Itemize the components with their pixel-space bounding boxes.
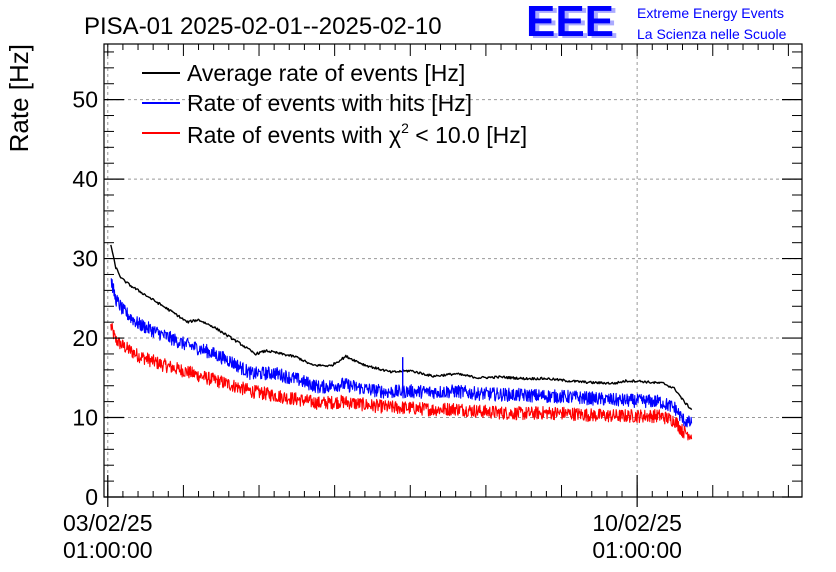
x-tick-label-time: 01:00:00: [63, 537, 153, 563]
y-tick-label: 40: [72, 166, 98, 192]
minor-ticks: [104, 44, 802, 497]
x-tick-label-date: 10/02/25: [592, 510, 682, 536]
y-tick-label: 0: [85, 484, 98, 510]
brand-line-1: Extreme Energy Events: [637, 5, 784, 21]
legend-label-hits: Rate of events with hits [Hz]: [187, 90, 472, 116]
y-tick-label: 30: [72, 246, 98, 272]
eee-logo-text: EEE: [526, 0, 614, 46]
legend-chi2-sup: 2: [401, 120, 409, 136]
legend: Average rate of events [Hz] Rate of even…: [142, 60, 527, 148]
x-tick-label-time: 01:00:00: [592, 537, 682, 563]
y-axis-ticks: 0 10 20 30 40 50: [72, 87, 802, 510]
y-tick-label: 20: [72, 325, 98, 351]
brand-line-2: La Scienza nelle Scuole: [637, 26, 787, 42]
legend-label-average: Average rate of events [Hz]: [187, 60, 465, 86]
grid-lines: [104, 44, 802, 497]
series-line-2: [110, 322, 693, 441]
x-tick-label-date: 03/02/25: [63, 510, 153, 536]
legend-chi2-prefix: Rate of events with: [187, 122, 389, 148]
series-layer: [110, 244, 693, 441]
legend-chi2-suffix: < 10.0 [Hz]: [409, 122, 527, 148]
chart-title: PISA-01 2025-02-01--2025-02-10: [84, 13, 442, 40]
series-line-1: [110, 278, 693, 428]
eee-logo: EEE EEE: [526, 0, 618, 48]
series-line-0: [110, 244, 693, 411]
y-tick-label: 50: [72, 87, 98, 113]
plot-frame: [103, 43, 803, 498]
y-tick-label: 10: [72, 405, 98, 431]
eee-logo-shadow: EEE: [530, 0, 618, 48]
legend-label-chi2: Rate of events with χ2 < 10.0 [Hz]: [187, 120, 527, 148]
legend-chi2-symbol: χ: [389, 122, 401, 148]
y-axis-label: Rate [Hz]: [4, 44, 34, 152]
